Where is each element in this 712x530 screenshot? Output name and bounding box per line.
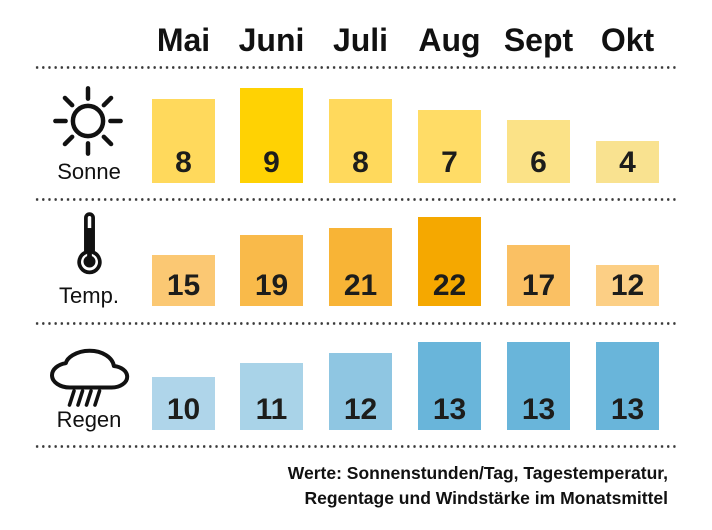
month-label-mai: Mai bbox=[156, 22, 211, 58]
bar-value: 10 bbox=[166, 393, 201, 426]
bar-value: 4 bbox=[619, 146, 636, 179]
bar-value: 6 bbox=[530, 146, 547, 179]
sonne-bar-juni: 9 bbox=[240, 88, 303, 183]
bar-value: 8 bbox=[175, 146, 192, 179]
bar-value: 19 bbox=[254, 269, 289, 302]
bar-value: 7 bbox=[441, 146, 458, 179]
month-label-aug: Aug bbox=[418, 22, 481, 58]
temp-bar-okt: 12 bbox=[596, 265, 659, 306]
dotted-divider bbox=[34, 66, 676, 69]
bar-value: 13 bbox=[610, 393, 645, 426]
bar-value: 15 bbox=[166, 269, 201, 302]
regen-bar-sept: 13 bbox=[507, 342, 570, 430]
sonne-bar-okt: 4 bbox=[596, 141, 659, 183]
row-label-sonne: Sonne bbox=[57, 159, 121, 184]
bar-value: 9 bbox=[263, 146, 280, 179]
bar-value: 8 bbox=[352, 146, 369, 179]
row-label-temp: Temp. bbox=[59, 283, 119, 308]
footnote-line-1: Werte: Sonnenstunden/Tag, Tagestemperatu… bbox=[287, 463, 668, 483]
temp-bar-juli: 21 bbox=[329, 228, 392, 306]
temp-bar-aug: 22 bbox=[418, 217, 481, 306]
bar-value: 12 bbox=[610, 269, 645, 302]
month-label-okt: Okt bbox=[600, 22, 655, 58]
temp-bar-mai: 15 bbox=[152, 255, 215, 306]
bar-value: 11 bbox=[255, 393, 288, 426]
sun-icon bbox=[53, 86, 123, 156]
bar-value: 13 bbox=[432, 393, 467, 426]
dotted-divider bbox=[34, 198, 676, 201]
footnote-line-2: Regentage und Windstärke im Monatsmittel bbox=[304, 488, 668, 509]
regen-bar-aug: 13 bbox=[418, 342, 481, 430]
bar-value: 22 bbox=[432, 269, 467, 302]
month-label-juli: Juli bbox=[332, 22, 389, 58]
regen-bar-juni: 11 bbox=[240, 363, 303, 430]
thermometer-icon bbox=[77, 212, 102, 275]
dotted-divider bbox=[34, 445, 676, 448]
footnote: Werte: Sonnenstunden/Tag, Tagestemperatu… bbox=[288, 461, 668, 511]
bar-value: 21 bbox=[343, 269, 378, 302]
row-label-regen: Regen bbox=[56, 407, 122, 432]
bar-value: 13 bbox=[521, 393, 556, 426]
sonne-bar-juli: 8 bbox=[329, 99, 392, 183]
regen-bar-juli: 12 bbox=[329, 353, 392, 430]
sonne-bar-sept: 6 bbox=[507, 120, 570, 183]
bar-value: 12 bbox=[343, 393, 378, 426]
sonne-bar-aug: 7 bbox=[418, 110, 481, 183]
rain-cloud-icon bbox=[46, 340, 132, 407]
month-label-juni: Juni bbox=[238, 22, 305, 58]
temp-bar-sept: 17 bbox=[507, 245, 570, 306]
month-label-sept: Sept bbox=[503, 22, 574, 58]
dotted-divider bbox=[34, 322, 676, 325]
temp-bar-juni: 19 bbox=[240, 235, 303, 306]
bar-value: 17 bbox=[521, 269, 556, 302]
regen-bar-okt: 13 bbox=[596, 342, 659, 430]
sonne-bar-mai: 8 bbox=[152, 99, 215, 183]
regen-bar-mai: 10 bbox=[152, 377, 215, 430]
